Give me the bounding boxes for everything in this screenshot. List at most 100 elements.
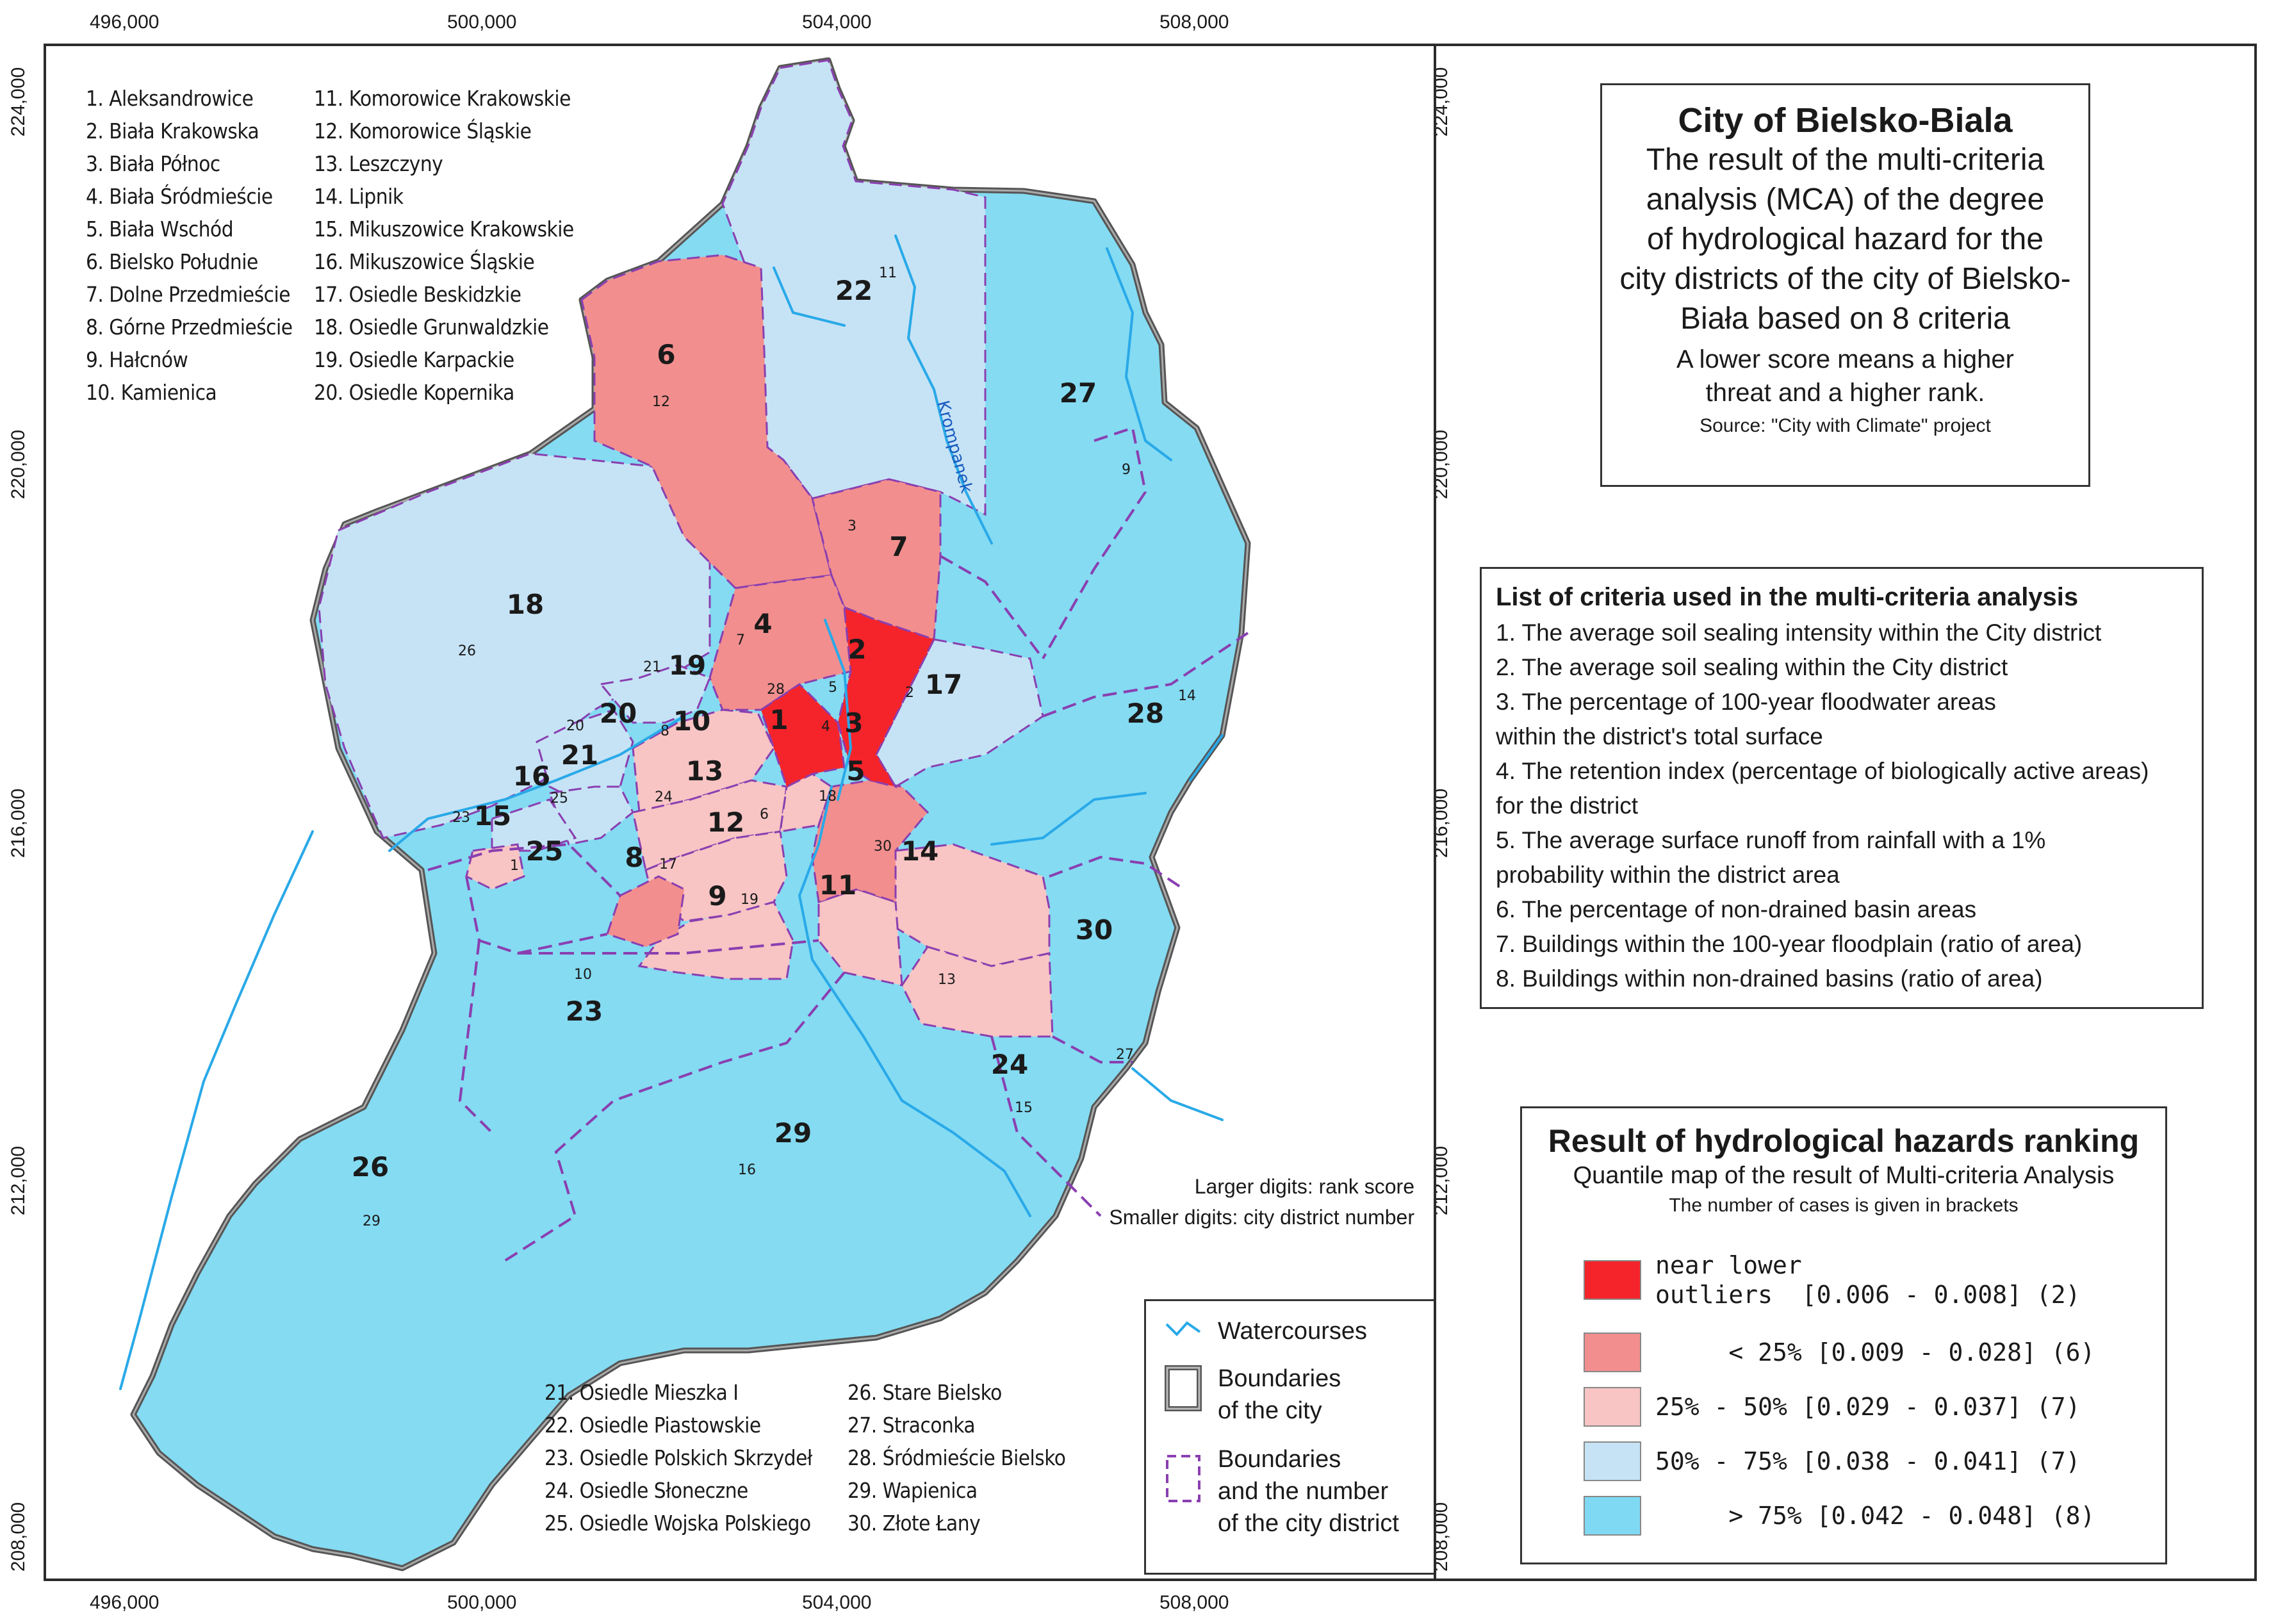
district-name: 21. Osiedle Mieszka I (545, 1380, 739, 1405)
district-5[interactable] (837, 605, 936, 789)
criteria-line: 8. Buildings within non-drained basins (… (1496, 965, 2043, 992)
district-12[interactable] (580, 254, 833, 589)
criteria-heading: List of criteria used in the multi-crite… (1496, 583, 2079, 611)
rank-label: 20 (600, 698, 637, 729)
rank-label: 25 (526, 835, 563, 867)
x-coord-top: 496,000 (90, 12, 160, 33)
district-28[interactable] (760, 683, 846, 789)
class-swatch (1584, 1260, 1641, 1300)
district-number-label: 25 (550, 791, 568, 807)
district-name: 2. Biała Krakowska (86, 119, 259, 144)
criteria-line: 4. The retention index (percentage of bi… (1496, 758, 2149, 784)
rank-label: 23 (566, 996, 603, 1027)
district-name: 27. Straconka (848, 1413, 976, 1438)
district-23[interactable] (465, 843, 525, 890)
city-map[interactable]: 6 22 27 7 18 4 2 17 28 19 1 3 20 10 21 1… (44, 44, 1434, 1581)
rank-label: 17 (925, 669, 962, 700)
district-list-4: 26. Stare Bielsko 27. Straconka 28. Śród… (848, 1376, 1066, 1539)
district-name: 16. Mikuszowice Śląskie (314, 249, 535, 274)
rank-label: 19 (669, 650, 706, 681)
ranking-class-row: near lower outliers [0.006 - 0.008] (2) (1584, 1251, 2080, 1309)
district-name: 13. Leszczyny (314, 151, 443, 176)
district-number-label: 21 (643, 659, 661, 675)
legend-district-boundary: Boundaries and the number of the city di… (1164, 1443, 1399, 1539)
criteria-line: 5. The average surface runoff from rainf… (1496, 827, 2046, 853)
rank-label: 26 (352, 1151, 389, 1183)
class-label: 25% - 50% [0.029 - 0.037] (7) (1655, 1393, 2081, 1421)
rank-label: 12 (707, 807, 744, 838)
district-number-label: 19 (741, 892, 758, 908)
district-number-label: 28 (767, 682, 785, 698)
district-number-label: 17 (659, 857, 677, 873)
rank-label: 29 (774, 1117, 812, 1149)
district-number-label: 20 (566, 718, 584, 734)
map-legend: Watercourses Boundaries of the city Boun… (1144, 1299, 1434, 1575)
district-name: 3. Biała Północ (86, 151, 220, 176)
class-swatch (1584, 1333, 1641, 1372)
district-number-label: 13 (938, 972, 956, 988)
y-coord-left: 216,000 (8, 788, 29, 858)
criteria-line: 1. The average soil sealing intensity wi… (1496, 619, 2102, 646)
district-number-label: 29 (363, 1213, 381, 1229)
district-number-label: 3 (848, 518, 856, 534)
y-coord-left: 220,000 (8, 429, 29, 500)
watercourse-icon (1165, 1321, 1201, 1336)
district-7[interactable] (709, 574, 852, 711)
rank-label: 1 (769, 704, 788, 735)
criteria-line: 3. The percentage of 100-year floodwater… (1496, 689, 1996, 715)
rank-label: 9 (708, 880, 726, 912)
district-name: 14. Lipnik (314, 184, 404, 209)
ranking-class-row: < 25% [0.009 - 0.028] (6) (1584, 1333, 2095, 1372)
ranking-subtitle: Quantile map of the result of Multi-crit… (1573, 1162, 2115, 1189)
district-13[interactable] (901, 946, 1054, 1038)
district-name: 12. Komorowice Śląskie (314, 119, 532, 144)
title-line: analysis (MCA) of the degree (1646, 183, 2045, 217)
district-boundaries (427, 426, 1249, 1262)
district-number-label: 6 (760, 807, 769, 823)
rank-label: 21 (561, 739, 598, 771)
district-26[interactable] (318, 452, 711, 839)
district-number-label: 18 (819, 789, 837, 805)
class-swatch (1584, 1441, 1641, 1481)
ranking-title: Result of hydrological hazards ranking (1548, 1123, 2140, 1159)
legend-label-line: and the number (1218, 1478, 1389, 1505)
district-number-label: 11 (879, 265, 897, 281)
district-name: 17. Osiedle Beskidzkie (314, 282, 521, 307)
ranking-class-row: > 75% [0.042 - 0.048] (8) (1584, 1496, 2095, 1536)
class-swatch (1584, 1387, 1641, 1427)
source-line: Source: "City with Climate" project (1700, 415, 1991, 436)
map-area[interactable]: 6 22 27 7 18 4 2 17 28 19 1 3 20 10 21 1… (44, 44, 1434, 1581)
district-name: 8. Górne Przedmieście (86, 315, 293, 340)
district-number-label: 16 (738, 1162, 756, 1178)
legend-label: Boundaries and the number of the city di… (1218, 1443, 1399, 1539)
title-line: Biała based on 8 criteria (1680, 302, 2010, 336)
district-number-label: 30 (874, 839, 892, 855)
criteria-line: 7. Buildings within the 100-year floodpl… (1496, 931, 2083, 957)
district-name: 9. Hałcnów (86, 347, 188, 372)
title-line: The result of the multi-criteria (1646, 143, 2045, 177)
district-name: 5. Biała Wschód (86, 217, 234, 242)
district-name: 30. Złote Łany (848, 1511, 981, 1536)
watercourses (119, 234, 1224, 1390)
rank-label: 4 (753, 608, 772, 639)
legend-label-line: Boundaries (1218, 1446, 1341, 1473)
note-line: Smaller digits: city district number (1109, 1206, 1414, 1229)
rank-label: 15 (474, 800, 511, 832)
x-coord-top: 500,000 (447, 12, 517, 33)
criteria-line: 2. The average soil sealing within the C… (1496, 654, 2008, 680)
district-number-label: 5 (828, 680, 837, 696)
district-21[interactable] (599, 664, 711, 724)
district-name: 20. Osiedle Kopernika (314, 380, 514, 405)
district-17[interactable] (606, 875, 685, 948)
district-name: 15. Mikuszowice Krakowskie (314, 217, 574, 242)
legend-city-boundary: Boundaries of the city (1164, 1363, 1341, 1427)
y-coord-left: 208,000 (8, 1502, 29, 1572)
criteria-panel: List of criteria used in the multi-crite… (1480, 567, 2204, 1009)
x-coord-top: 508,000 (1159, 12, 1229, 33)
district-name: 19. Osiedle Karpackie (314, 347, 514, 372)
subtitle-line: A lower score means a higher (1676, 345, 2014, 373)
district-name: 18. Osiedle Grunwaldzkie (314, 315, 549, 340)
rank-label: 14 (901, 835, 938, 867)
district-2[interactable] (875, 638, 1044, 789)
class-label: > 75% [0.042 - 0.048] (8) (1655, 1502, 2095, 1530)
